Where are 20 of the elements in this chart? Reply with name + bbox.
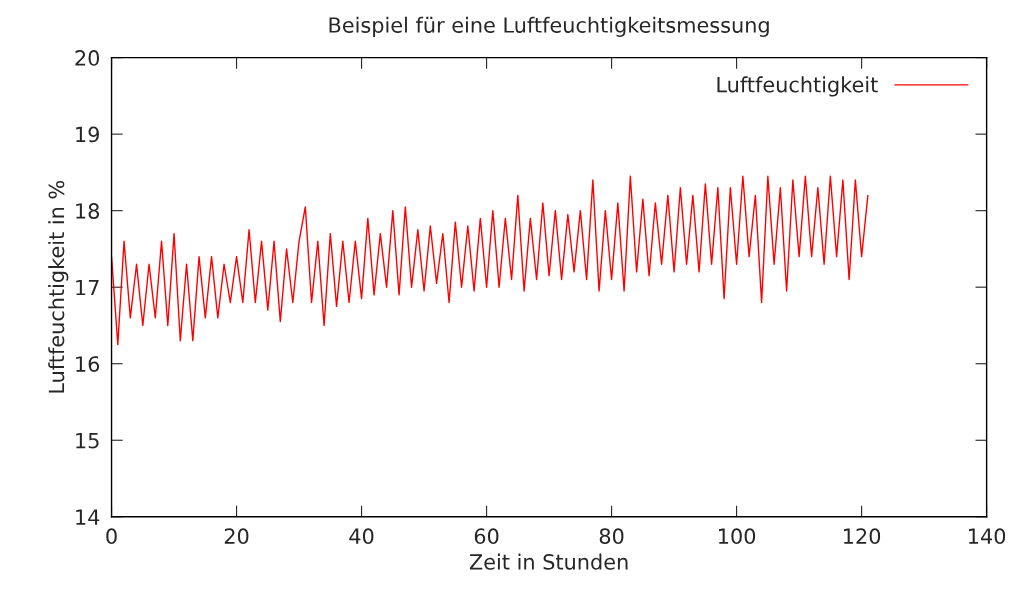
x-tick-label: 80	[599, 528, 624, 545]
line-series	[111, 175, 869, 346]
x-axis-title: Zeit in Stunden	[469, 553, 628, 570]
x-tick-label: 120	[844, 528, 881, 545]
x-tick-label: 0	[106, 528, 117, 545]
y-tick-label: 15	[76, 432, 99, 449]
x-tick-label: 60	[474, 528, 499, 545]
x-tick-label: 20	[224, 528, 249, 545]
chart-title: Beispiel für eine Luftfeuchtigkeitsmessung	[329, 16, 769, 37]
y-tick-label: 20	[75, 50, 100, 66]
x-tick-label: 40	[349, 528, 374, 545]
y-tick-label: 16	[76, 356, 100, 372]
y-tick-label: 18	[76, 203, 99, 219]
x-tick-label: 100	[719, 528, 756, 545]
y-tick-label: 14	[76, 509, 100, 525]
y-axis-title: Luftfeuchtigkeit in %	[48, 180, 69, 393]
y-tick-label: 19	[76, 126, 99, 143]
x-tick-label: 140	[969, 528, 1006, 545]
legend-label: Luftfeuchtigkeit	[717, 76, 878, 97]
y-tick-label: 17	[76, 279, 99, 296]
